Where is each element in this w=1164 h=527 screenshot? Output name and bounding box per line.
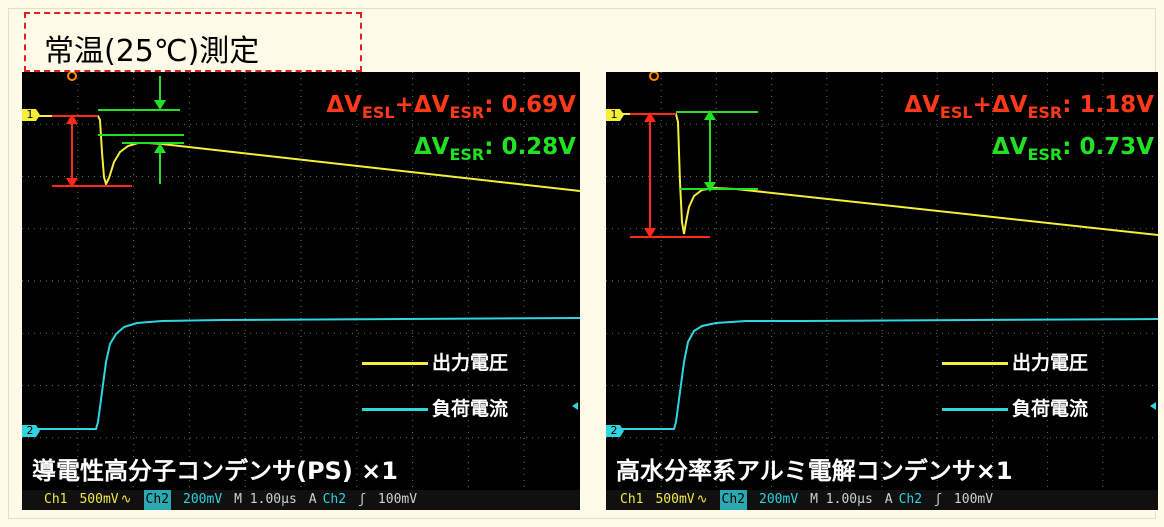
channel-2-label: 2 bbox=[610, 424, 618, 437]
ch2-scale: 200mV bbox=[183, 492, 223, 507]
trigger-channel: Ch2 bbox=[898, 492, 923, 507]
scope-grid bbox=[606, 72, 1158, 490]
arrow-up-icon bbox=[704, 110, 716, 120]
oscilloscope-panel-right: 1 2 ΔVESL+ΔVESR: 1.18V ΔVESR: 0.73V 出力電圧… bbox=[606, 72, 1158, 510]
ch1-coupling-icon: ∿ bbox=[696, 492, 708, 507]
scope-status-bar: Ch1 500mV ∿ Ch2 200mV M 1.00µs A Ch2 ʃ 100mV bbox=[22, 490, 580, 510]
legend-line-cyan bbox=[362, 408, 428, 411]
trigger-level-icon bbox=[1150, 402, 1156, 410]
trigger-position-icon bbox=[67, 72, 77, 81]
ch1-scale: 500mV bbox=[655, 492, 695, 507]
arrow-down-icon bbox=[644, 228, 656, 238]
trigger-mode: A bbox=[308, 492, 317, 507]
arrow-up-icon bbox=[66, 114, 78, 124]
ch1-label: Ch1 bbox=[44, 492, 68, 507]
legend-line-yellow bbox=[942, 362, 1008, 365]
legend-output-voltage: 出力電圧 bbox=[942, 348, 1088, 375]
esr-annotation: ΔVESR: 0.28V bbox=[413, 134, 576, 164]
trigger-channel: Ch2 bbox=[322, 492, 347, 507]
esl-esr-annotation: ΔVESL+ΔVESR: 0.69V bbox=[326, 92, 576, 122]
ch1-coupling-icon: ∿ bbox=[120, 492, 132, 507]
trigger-slope-icon: ʃ bbox=[358, 492, 366, 507]
capacitor-caption: 高水分率系アルミ電解コンデンサ×1 bbox=[616, 457, 1013, 485]
capacitor-caption: 導電性高分子コンデンサ(PS) ×1 bbox=[32, 457, 398, 485]
ch2-label: Ch2 bbox=[143, 490, 172, 510]
esr-annotation: ΔVESR: 0.73V bbox=[991, 134, 1154, 164]
page-title: 常温(25℃)測定 bbox=[44, 34, 260, 69]
trigger-slope-icon: ʃ bbox=[934, 492, 942, 507]
scope-grid bbox=[22, 72, 580, 490]
trigger-position-icon bbox=[649, 72, 659, 81]
ch2-scale: 200mV bbox=[759, 492, 799, 507]
trigger-level: 100mV bbox=[377, 492, 418, 507]
scope-screen-left bbox=[22, 72, 580, 490]
scope-screen-right bbox=[606, 72, 1158, 490]
arrow-up-icon bbox=[644, 112, 656, 122]
arrow-up-icon bbox=[154, 143, 166, 153]
oscilloscope-panel-left: 1 2 ΔVESL+ΔVESR: 0.69V ΔVESR: 0.28V 出力電圧… bbox=[22, 72, 580, 510]
legend-load-current: 負荷電流 bbox=[362, 394, 508, 421]
load-current-trace bbox=[606, 318, 1158, 430]
trigger-level: 100mV bbox=[953, 492, 994, 507]
ch1-scale: 500mV bbox=[79, 492, 119, 507]
arrow-down-icon bbox=[66, 178, 78, 188]
channel-1-label: 1 bbox=[26, 108, 34, 121]
legend-load-current: 負荷電流 bbox=[942, 394, 1088, 421]
channel-1-label: 1 bbox=[610, 108, 618, 121]
trigger-level-icon bbox=[572, 402, 578, 410]
arrow-down-icon bbox=[154, 100, 166, 110]
legend-line-cyan bbox=[942, 408, 1008, 411]
legend-output-voltage: 出力電圧 bbox=[362, 348, 508, 375]
measurement-condition-box: 常温(25℃)測定 bbox=[24, 12, 362, 72]
esl-esr-annotation: ΔVESL+ΔVESR: 1.18V bbox=[904, 92, 1154, 122]
channel-2-label: 2 bbox=[26, 424, 34, 437]
timebase: M 1.00µs bbox=[234, 492, 297, 507]
ch1-label: Ch1 bbox=[620, 492, 644, 507]
timebase: M 1.00µs bbox=[810, 492, 873, 507]
trigger-mode: A bbox=[884, 492, 893, 507]
arrow-down-icon bbox=[704, 182, 716, 192]
legend-line-yellow bbox=[362, 362, 428, 365]
ch2-label: Ch2 bbox=[719, 490, 748, 510]
scope-status-bar: Ch1 500mV ∿ Ch2 200mV M 1.00µs A Ch2 ʃ 100mV bbox=[606, 490, 1158, 510]
load-current-trace bbox=[22, 317, 580, 430]
